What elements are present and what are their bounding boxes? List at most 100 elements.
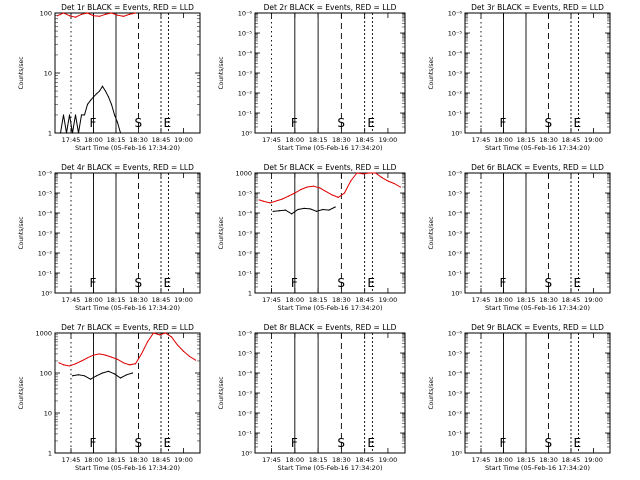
marker-f: F <box>500 116 507 130</box>
y-tick-label: 10⁰ <box>41 289 52 297</box>
data-point-lld <box>74 363 77 365</box>
data-point-events <box>110 103 113 105</box>
x-tick-label: 18:45 <box>355 456 374 464</box>
x-tick-label: 18:00 <box>494 456 513 464</box>
panel-title: Det 5r BLACK = Events, RED = LLD <box>264 163 397 172</box>
y-tick-label: 10⁻² <box>238 409 253 417</box>
data-point-lld <box>258 199 260 201</box>
y-tick-label: 10⁻⁵ <box>448 189 463 197</box>
data-point-lld <box>294 192 296 194</box>
data-point-lld <box>122 15 125 17</box>
y-tick-label: 10⁰ <box>451 449 462 457</box>
data-point-events <box>95 375 98 377</box>
panel-title: Det 7r BLACK = Events, RED = LLD <box>61 323 194 332</box>
x-tick-label: 17:45 <box>62 296 81 304</box>
y-tick-label: 10⁻² <box>238 249 253 257</box>
x-axis-label: Start Time (05-Feb-16 17:34:20) <box>485 144 590 152</box>
x-tick-label: 19:00 <box>379 296 398 304</box>
data-point-lld <box>62 12 65 14</box>
data-point-events <box>125 374 128 376</box>
x-tick-label: 18:30 <box>539 296 558 304</box>
data-point-lld <box>62 364 65 366</box>
data-point-lld <box>140 353 143 355</box>
x-tick-label: 18:00 <box>494 136 513 144</box>
y-axis-label: Counts/sec <box>428 216 435 249</box>
y-tick-label: 10⁻³ <box>448 69 463 77</box>
x-tick-label: 17:45 <box>472 296 491 304</box>
y-tick-label: 10⁻⁴ <box>448 369 463 377</box>
data-point-lld <box>98 353 101 355</box>
data-point-lld <box>68 15 71 17</box>
data-point-lld <box>116 14 119 16</box>
x-tick-label: 18:45 <box>562 456 581 464</box>
data-point-events <box>92 96 95 98</box>
x-tick-label: 18:30 <box>129 456 148 464</box>
y-tick-label: 10⁻⁶ <box>238 329 253 337</box>
y-tick-label: 10⁻⁶ <box>448 9 463 17</box>
data-point-events <box>77 374 80 376</box>
marker-s: S <box>337 116 345 130</box>
x-tick-label: 18:00 <box>285 456 304 464</box>
data-point-events <box>113 114 116 116</box>
marker-e: E <box>574 276 582 290</box>
data-point-lld <box>104 13 107 15</box>
y-tick-label: 10⁻⁶ <box>238 9 253 17</box>
x-tick-label: 18:45 <box>562 296 581 304</box>
data-point-events <box>119 132 122 134</box>
y-axis-label: Counts/sec <box>428 376 435 409</box>
data-point-lld <box>134 12 137 14</box>
y-tick-label: 10⁻³ <box>38 229 53 237</box>
series-lld <box>57 12 136 18</box>
data-point-lld <box>128 13 131 15</box>
data-point-events <box>119 377 122 379</box>
data-point-events <box>62 114 65 116</box>
x-tick-label: 18:30 <box>129 296 148 304</box>
y-tick-label: 10⁻² <box>448 249 463 257</box>
data-point-lld <box>312 185 315 187</box>
panel-det-5: Det 5r BLACK = Events, RED = LLD 1 10⁻¹ 10⁻… <box>218 163 406 312</box>
x-tick-label: 18:00 <box>285 296 304 304</box>
panel-title: Det 4r BLACK = Events, RED = LLD <box>61 163 194 172</box>
marker-s: S <box>135 276 143 290</box>
marker-f: F <box>291 436 298 450</box>
plot-frame <box>254 172 406 294</box>
marker-e: E <box>367 116 375 130</box>
plot-frame <box>464 172 611 294</box>
data-point-events <box>303 207 305 209</box>
plot-frame <box>54 332 201 454</box>
x-tick-label: 19:00 <box>379 136 398 144</box>
x-tick-label: 19:00 <box>174 296 193 304</box>
x-tick-label: 18:30 <box>332 296 351 304</box>
data-point-lld <box>80 360 83 362</box>
data-point-lld <box>68 365 71 367</box>
y-tick-label: 1 <box>48 129 52 137</box>
data-point-events <box>101 372 104 374</box>
data-point-events <box>65 132 68 134</box>
data-point-lld <box>74 16 77 18</box>
data-point-lld <box>182 350 185 352</box>
x-tick-label: 18:00 <box>84 456 103 464</box>
x-tick-label: 18:15 <box>107 456 126 464</box>
y-tick-label: 10⁻² <box>38 249 53 257</box>
data-point-lld <box>152 332 155 334</box>
x-tick-label: 18:15 <box>517 136 536 144</box>
data-point-lld <box>263 200 265 203</box>
plot-frame <box>464 332 611 454</box>
y-tick-label: 1000 <box>35 329 52 337</box>
y-tick-label: 100 <box>40 9 52 17</box>
x-axis-label: Start Time (05-Feb-16 17:34:20) <box>278 464 383 472</box>
marker-f: F <box>500 436 507 450</box>
y-axis-label: Counts/sec <box>18 216 25 249</box>
data-point-events <box>68 114 71 116</box>
data-point-lld <box>306 186 308 188</box>
data-point-lld <box>110 12 113 14</box>
x-tick-label: 18:45 <box>355 136 374 144</box>
data-point-lld <box>58 362 60 364</box>
data-point-lld <box>134 363 137 365</box>
data-point-events <box>113 373 116 375</box>
y-tick-label: 10⁻⁵ <box>238 349 253 357</box>
x-tick-label: 18:15 <box>309 456 328 464</box>
data-point-events <box>328 209 330 211</box>
y-tick-label: 10⁻⁵ <box>238 29 253 37</box>
